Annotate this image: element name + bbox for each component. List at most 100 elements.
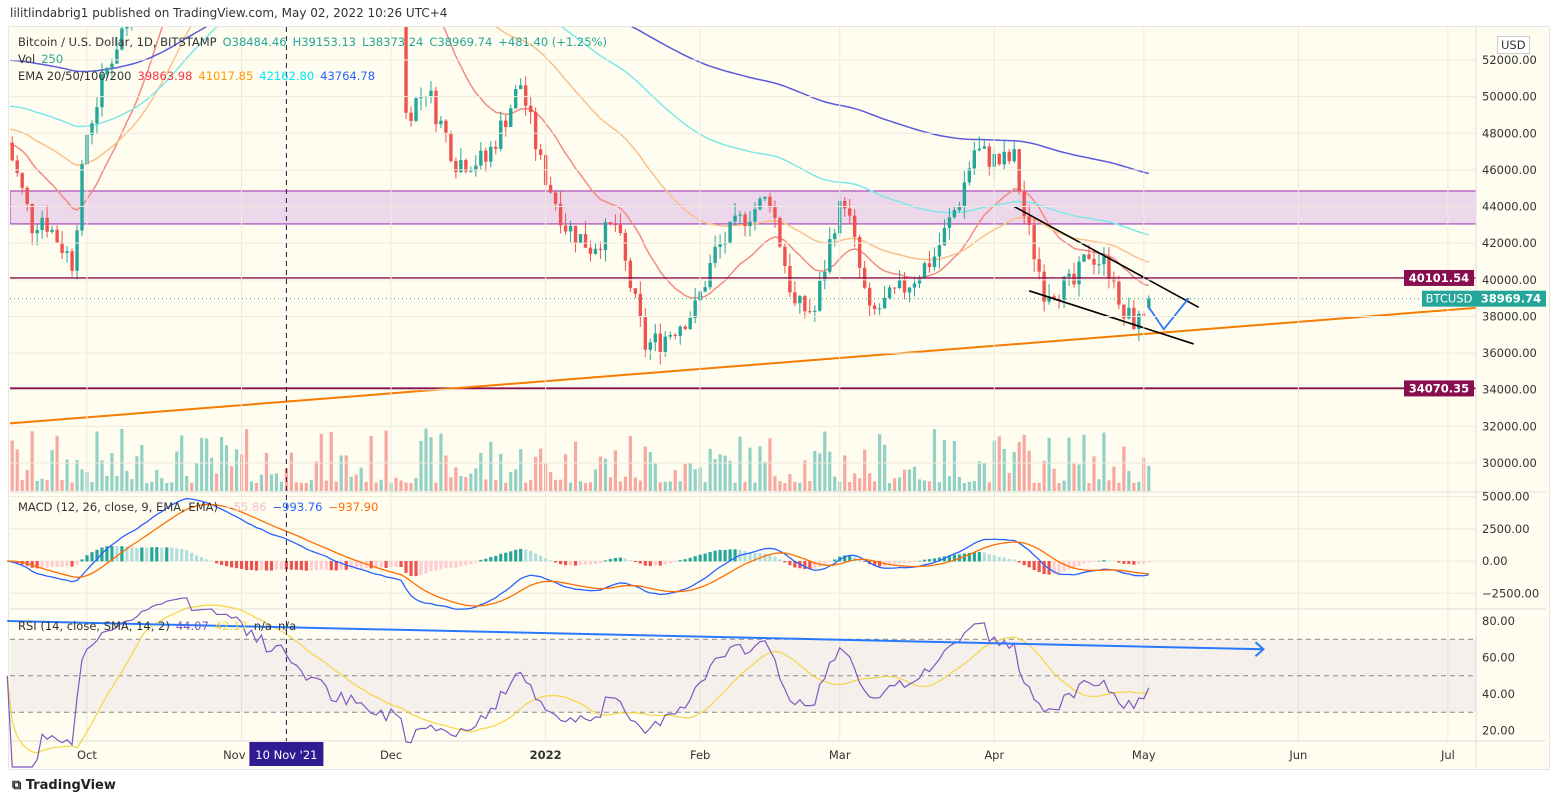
volume-bar: [593, 469, 598, 491]
volume-bar: [723, 455, 727, 491]
price-tick: 46000.00: [1482, 163, 1537, 177]
volume-bar: [160, 478, 164, 491]
macd-histogram-bar: [1012, 559, 1016, 562]
macd-histogram-bar: [519, 548, 523, 562]
volume-bar: [1037, 482, 1041, 491]
macd-histogram-bar: [1132, 561, 1136, 565]
candle-body: [1097, 264, 1101, 266]
volume-bar: [200, 437, 204, 491]
candle-body: [773, 207, 777, 218]
macd-histogram-bar: [249, 561, 254, 571]
volume-bar: [997, 436, 1001, 491]
candle-body: [1042, 271, 1046, 302]
candle-body: [643, 317, 648, 350]
volume-bar: [673, 469, 677, 491]
volume-bar: [165, 482, 169, 491]
ohlc-low: L38373.24: [362, 35, 424, 49]
volume-bar: [249, 481, 254, 491]
candle-body: [917, 278, 922, 284]
candle-body: [533, 112, 538, 150]
candle-body: [568, 225, 573, 232]
volume-bar: [289, 452, 293, 491]
candle-body: [100, 74, 104, 108]
macd-histogram-bar: [254, 561, 259, 571]
macd-histogram-bar: [264, 561, 269, 571]
currency-button[interactable]: USD: [1497, 36, 1530, 54]
crosshair-date-label: 10 Nov '21: [255, 748, 317, 762]
volume-bar: [653, 463, 657, 491]
candle-body: [454, 161, 458, 173]
candle-body: [25, 187, 29, 204]
macd-histogram-bar: [773, 556, 777, 562]
macd-histogram-bar: [115, 546, 119, 562]
macd-histogram-bar: [972, 552, 976, 562]
macd-histogram-bar: [534, 553, 538, 562]
candle-body: [40, 217, 44, 231]
macd-histogram-bar: [598, 561, 603, 563]
macd-histogram-bar: [304, 561, 308, 571]
candle-body: [469, 170, 473, 172]
candle-body: [808, 311, 812, 313]
macd-hist-value: −55.86: [223, 500, 267, 514]
volume-bar: [1002, 448, 1006, 491]
rsi-pane: 80.00 60.00 40.00 20.00: [6, 597, 1515, 768]
candle-body: [1052, 296, 1056, 299]
macd-histogram-bar: [708, 552, 712, 562]
volume-bar: [668, 481, 672, 491]
macd-histogram-bar: [927, 559, 932, 562]
candle-body: [439, 120, 443, 125]
volume-bar: [588, 482, 593, 491]
volume-bar: [1042, 460, 1046, 491]
candle-body: [588, 247, 593, 254]
rsi-tick: 40.00: [1482, 687, 1515, 701]
macd-histogram-bar: [808, 561, 812, 570]
volume-bar: [319, 433, 323, 491]
signal-line: [7, 503, 1149, 607]
volume-bar: [399, 480, 403, 491]
macd-histogram-bar: [274, 561, 279, 570]
volume-bar: [314, 461, 318, 491]
macd-histogram-bar: [568, 561, 573, 566]
tradingview-logo[interactable]: ⧉ TradingView: [12, 778, 116, 793]
volume-bar: [1097, 479, 1101, 491]
volume-bar: [155, 469, 159, 491]
candle-body: [613, 224, 618, 226]
macd-histogram-bar: [95, 549, 99, 562]
macd-histogram-bar: [583, 561, 588, 565]
candle-body: [927, 263, 932, 268]
volume-bar: [1107, 480, 1111, 491]
macd-histogram-bar: [155, 547, 159, 562]
volume-bar: [583, 482, 588, 491]
candle-body: [449, 133, 453, 162]
macd-histogram-bar: [588, 561, 593, 565]
macd-histogram-bar: [618, 557, 622, 562]
price-tick: 40000.00: [1482, 273, 1537, 287]
volume-bar: [892, 478, 897, 491]
macd-histogram-bar: [813, 561, 817, 569]
volume-bar: [1027, 450, 1031, 491]
macd-histogram-bar: [713, 550, 717, 562]
macd-histogram-bar: [768, 554, 772, 562]
volume-bar: [803, 460, 807, 491]
macd-histogram-bar: [937, 557, 942, 562]
volume-bar: [967, 481, 971, 491]
candle-body: [45, 217, 49, 232]
candle-body: [848, 208, 852, 216]
macd-histogram-bar: [424, 561, 428, 574]
volume-bar: [229, 466, 234, 491]
volume-bar: [1067, 437, 1071, 491]
volume-bar: [534, 456, 538, 491]
volume-bar: [264, 452, 269, 491]
ohlc-open: O38484.46: [222, 35, 287, 49]
macd-histogram-bar: [558, 561, 563, 565]
macd-histogram-bar: [464, 561, 468, 566]
candle-body: [967, 168, 972, 183]
macd-histogram-bar: [648, 561, 652, 567]
candle-body: [1122, 304, 1126, 319]
volume-bar: [608, 477, 613, 491]
volume-bar: [219, 436, 224, 491]
candle-body: [778, 217, 782, 247]
volume-bar: [683, 463, 687, 491]
volume-bar: [269, 474, 274, 491]
